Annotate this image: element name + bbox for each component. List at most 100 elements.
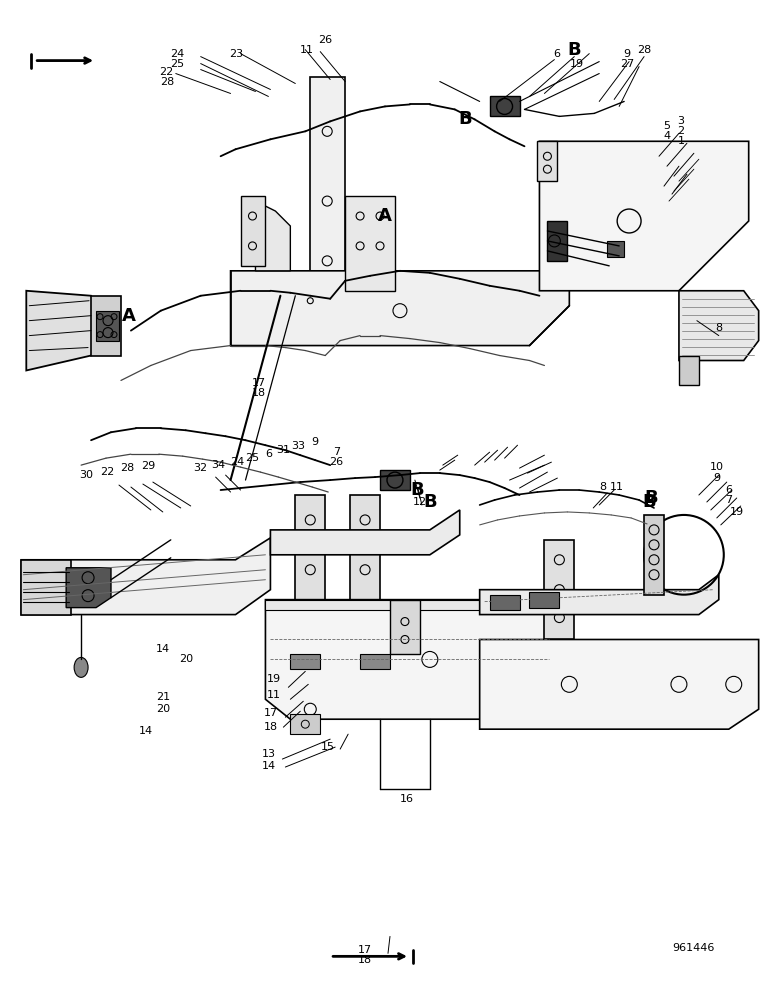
Text: 1: 1 xyxy=(678,136,685,146)
Text: 17: 17 xyxy=(358,945,372,955)
Polygon shape xyxy=(290,714,320,734)
Text: A: A xyxy=(378,207,392,225)
Text: 26: 26 xyxy=(329,457,344,467)
Polygon shape xyxy=(310,77,345,281)
Polygon shape xyxy=(479,639,759,729)
Text: 9: 9 xyxy=(312,437,319,447)
Text: 18: 18 xyxy=(263,722,277,732)
Text: 7: 7 xyxy=(725,495,733,505)
Text: 24: 24 xyxy=(230,457,245,467)
Text: 9: 9 xyxy=(624,49,631,59)
Polygon shape xyxy=(256,201,290,271)
Polygon shape xyxy=(540,141,749,291)
Polygon shape xyxy=(679,356,699,385)
Text: 31: 31 xyxy=(276,445,290,455)
Text: 29: 29 xyxy=(141,461,155,471)
Polygon shape xyxy=(608,241,624,257)
Text: 9: 9 xyxy=(713,473,720,483)
Polygon shape xyxy=(390,600,420,654)
Text: B: B xyxy=(410,481,424,499)
Text: 7: 7 xyxy=(333,447,340,457)
Polygon shape xyxy=(345,196,395,291)
Polygon shape xyxy=(547,221,567,261)
Polygon shape xyxy=(679,291,759,361)
Text: 13: 13 xyxy=(262,749,276,759)
Polygon shape xyxy=(22,538,270,615)
Polygon shape xyxy=(360,654,390,669)
Text: 28: 28 xyxy=(637,45,652,55)
Text: B: B xyxy=(567,41,581,59)
Text: 26: 26 xyxy=(318,35,332,45)
Polygon shape xyxy=(270,510,460,555)
Text: 6: 6 xyxy=(725,485,733,495)
Polygon shape xyxy=(544,540,574,639)
Polygon shape xyxy=(26,291,111,370)
Text: 28: 28 xyxy=(160,77,174,87)
Text: 21: 21 xyxy=(156,692,170,702)
Ellipse shape xyxy=(74,657,88,677)
Text: 20: 20 xyxy=(178,654,193,664)
Polygon shape xyxy=(530,592,560,608)
Text: 14: 14 xyxy=(156,644,170,654)
Text: B: B xyxy=(423,493,437,511)
Text: 6: 6 xyxy=(265,449,272,459)
Polygon shape xyxy=(350,495,380,600)
Text: B: B xyxy=(642,493,656,511)
Text: 961446: 961446 xyxy=(672,943,715,953)
Text: 19: 19 xyxy=(266,674,280,684)
Text: 3: 3 xyxy=(678,116,685,126)
Text: 15: 15 xyxy=(321,742,335,752)
Text: 18: 18 xyxy=(358,955,372,965)
Text: 25: 25 xyxy=(245,453,259,463)
Text: 33: 33 xyxy=(291,441,305,451)
Text: 19: 19 xyxy=(571,59,584,69)
Polygon shape xyxy=(266,600,554,610)
Text: 8: 8 xyxy=(600,482,607,492)
Text: 19: 19 xyxy=(730,507,743,517)
Polygon shape xyxy=(489,96,520,116)
Text: 30: 30 xyxy=(79,470,93,480)
Polygon shape xyxy=(537,141,557,181)
Text: 22: 22 xyxy=(100,467,114,477)
Text: 27: 27 xyxy=(620,59,635,69)
Polygon shape xyxy=(266,600,554,719)
Text: 20: 20 xyxy=(156,704,170,714)
Text: 2: 2 xyxy=(677,126,685,136)
Polygon shape xyxy=(296,495,325,600)
Polygon shape xyxy=(644,515,664,595)
Polygon shape xyxy=(380,470,410,490)
Text: B: B xyxy=(644,489,658,507)
Text: 23: 23 xyxy=(229,49,244,59)
Text: 11: 11 xyxy=(610,482,625,492)
Polygon shape xyxy=(96,311,119,341)
Text: 18: 18 xyxy=(252,388,266,398)
Text: 14: 14 xyxy=(262,761,276,771)
Text: 17: 17 xyxy=(252,378,266,388)
Polygon shape xyxy=(241,196,266,266)
Polygon shape xyxy=(489,595,520,610)
Text: 14: 14 xyxy=(139,726,153,736)
Text: B: B xyxy=(458,110,472,128)
Text: 28: 28 xyxy=(120,463,134,473)
Text: 10: 10 xyxy=(709,462,724,472)
Polygon shape xyxy=(22,560,71,615)
Text: 17: 17 xyxy=(263,708,277,718)
Text: 6: 6 xyxy=(553,49,560,59)
Text: 24: 24 xyxy=(170,49,184,59)
Polygon shape xyxy=(91,296,121,356)
Text: 12: 12 xyxy=(413,497,427,507)
Polygon shape xyxy=(479,575,719,615)
Text: 32: 32 xyxy=(194,463,208,473)
Polygon shape xyxy=(231,271,569,346)
Text: 11: 11 xyxy=(300,45,314,55)
Text: 25: 25 xyxy=(170,59,184,69)
Polygon shape xyxy=(290,654,320,669)
Text: 5: 5 xyxy=(663,121,671,131)
Text: A: A xyxy=(122,307,136,325)
Text: 11: 11 xyxy=(266,690,280,700)
Text: 34: 34 xyxy=(212,460,225,470)
Text: 8: 8 xyxy=(715,323,723,333)
Text: 16: 16 xyxy=(400,794,414,804)
Polygon shape xyxy=(66,568,111,608)
Text: 22: 22 xyxy=(159,67,173,77)
